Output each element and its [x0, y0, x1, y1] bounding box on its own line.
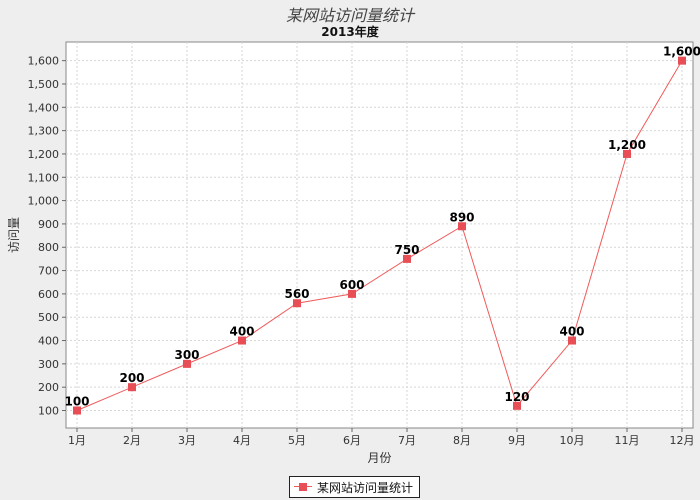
- data-point: [238, 336, 246, 345]
- data-label: 100: [64, 395, 89, 409]
- data-point: [678, 56, 686, 65]
- data-label: 400: [229, 325, 254, 339]
- data-point: [458, 222, 466, 231]
- data-label: 200: [119, 371, 144, 385]
- data-label: 120: [504, 390, 529, 404]
- series-line: [76, 60, 683, 411]
- y-tick-label: 1,300: [28, 125, 60, 138]
- x-tick-label: 4月: [233, 434, 251, 447]
- y-tick-label: 1,500: [28, 78, 60, 91]
- y-tick-label: 1,400: [28, 101, 60, 114]
- data-point: [403, 254, 411, 263]
- x-tick-label: 9月: [508, 434, 526, 447]
- data-point: [183, 359, 191, 368]
- x-axis: 1月 2月 3月 4月 5月 6月 7月 8月 9月 10月 11月 12月: [68, 428, 695, 447]
- data-point: [568, 336, 576, 345]
- y-tick-label: 500: [38, 311, 59, 324]
- x-tick-label: 2月: [123, 434, 141, 447]
- data-label: 400: [559, 325, 584, 339]
- y-tick-label: 1,100: [28, 171, 60, 184]
- x-tick-label: 10月: [560, 434, 585, 447]
- data-label: 1,200: [608, 138, 646, 152]
- data-label: 560: [284, 287, 309, 301]
- data-label: 600: [339, 278, 364, 292]
- data-point: [348, 289, 356, 298]
- y-tick-label: 100: [38, 405, 59, 418]
- plot-area: [65, 41, 694, 429]
- data-label: 300: [174, 348, 199, 362]
- y-tick-label: 1,600: [28, 55, 60, 68]
- legend-marker-icon: [294, 481, 312, 493]
- y-tick-label: 1,200: [28, 148, 60, 161]
- y-tick-label: 400: [38, 335, 59, 348]
- chart-title: 某网站访问量统计: [285, 6, 414, 25]
- x-tick-label: 3月: [178, 434, 196, 447]
- chart-subtitle: 2013年度: [321, 25, 379, 39]
- x-tick-label: 11月: [615, 434, 640, 447]
- y-tick-label: 800: [38, 241, 59, 254]
- chart-legend: 某网站访问量统计: [289, 476, 421, 498]
- legend-label: 某网站访问量统计: [317, 480, 414, 495]
- data-point: [513, 401, 521, 410]
- data-point: [128, 383, 136, 392]
- x-tick-label: 5月: [288, 434, 306, 447]
- y-axis: 100 200 300 400 500 600 700 800 900 1,000 1,100 1,2…: [28, 55, 66, 418]
- data-label: 890: [449, 210, 474, 224]
- x-axis-label: 月份: [367, 451, 391, 465]
- x-tick-label: 7月: [398, 434, 416, 447]
- data-label: 750: [394, 243, 419, 257]
- y-tick-label: 700: [38, 265, 59, 278]
- grid-lines: [66, 42, 693, 428]
- data-point: [293, 299, 301, 308]
- y-tick-label: 200: [38, 381, 59, 394]
- data-label: 1,600: [663, 45, 700, 59]
- y-tick-label: 1,000: [28, 195, 60, 208]
- y-axis-label: 访问量: [7, 217, 21, 253]
- x-tick-label: 1月: [68, 434, 86, 447]
- y-tick-label: 600: [38, 288, 59, 301]
- y-tick-label: 900: [38, 218, 59, 231]
- y-tick-label: 300: [38, 358, 59, 371]
- x-tick-label: 6月: [343, 434, 361, 447]
- x-tick-label: 12月: [670, 434, 695, 447]
- x-tick-label: 8月: [453, 434, 471, 447]
- data-point: [73, 406, 81, 415]
- series-group: [73, 56, 686, 415]
- data-point: [623, 149, 631, 158]
- data-labels: 100 200 300 400 560 600 750 890 120 400 1,200 1,600: [64, 45, 700, 409]
